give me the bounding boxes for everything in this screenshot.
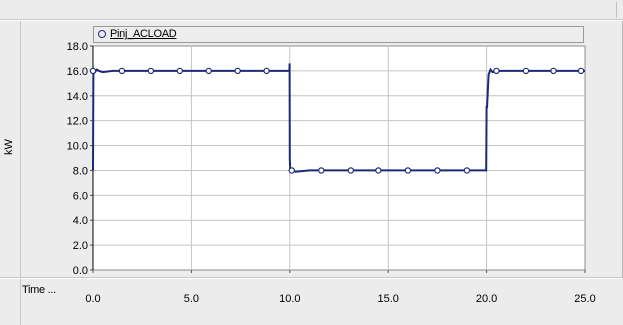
y-tick-label: 0.0 <box>73 265 88 277</box>
series-marker <box>434 167 441 174</box>
legend-series-label: Pinj_ACLOAD <box>110 28 177 40</box>
series-marker <box>347 167 355 174</box>
y-tick-label: 8.0 <box>73 165 88 177</box>
y-tick-label: 4.0 <box>73 215 88 227</box>
time-axis-row: Time ... <box>0 279 623 325</box>
series-marker <box>318 167 325 174</box>
series-marker <box>493 67 500 75</box>
series-marker <box>550 67 557 75</box>
legend-circle-icon <box>98 30 106 38</box>
x-tick-label: 15.0 <box>377 293 398 305</box>
panel-divider <box>20 21 21 278</box>
x-tick-label: 20.0 <box>476 293 497 305</box>
y-tick-label: 6.0 <box>73 190 88 202</box>
series-marker <box>147 67 155 75</box>
time-row-divider <box>20 279 21 325</box>
x-tick-label: 25.0 <box>574 293 595 305</box>
series-marker <box>375 167 382 174</box>
y-tick-label: 14.0 <box>67 91 88 103</box>
series-marker <box>288 167 295 174</box>
x-tick-label: 0.0 <box>85 293 100 305</box>
series-line <box>92 63 585 173</box>
x-tick-label: 5.0 <box>184 293 199 305</box>
time-axis-label[interactable]: Time ... <box>22 284 56 296</box>
y-tick-label: 18.0 <box>67 41 88 53</box>
series-marker <box>89 67 97 75</box>
legend[interactable]: Pinj_ACLOAD <box>93 26 584 43</box>
series-marker <box>522 67 530 75</box>
y-tick-label: 16.0 <box>67 66 88 78</box>
series-marker <box>176 67 183 75</box>
x-tick-label: 10.0 <box>279 293 300 305</box>
series-marker <box>404 167 412 174</box>
top-toolbar <box>0 0 623 20</box>
y-tick-label: 12.0 <box>67 116 88 128</box>
series-marker <box>263 67 270 75</box>
plot-area <box>92 45 586 271</box>
series-marker <box>577 67 585 75</box>
toolbar-edge <box>616 2 623 18</box>
series-marker <box>234 67 241 75</box>
series-marker <box>463 167 471 174</box>
y-tick-label: 10.0 <box>67 141 88 153</box>
series-marker <box>118 67 126 75</box>
y-tick-label: 2.0 <box>73 240 88 252</box>
series-marker <box>205 67 212 75</box>
